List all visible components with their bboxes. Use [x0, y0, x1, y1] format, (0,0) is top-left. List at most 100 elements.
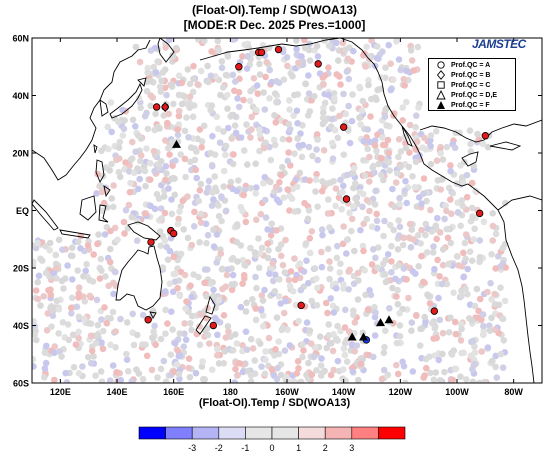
- float-dot: [237, 203, 245, 211]
- float-dot: [222, 142, 230, 150]
- float-dot: [166, 151, 173, 158]
- float-dot: [247, 378, 255, 383]
- float-dot: [406, 220, 414, 228]
- float-dot: [472, 187, 479, 195]
- float-dot: [129, 310, 136, 318]
- float-dot: [471, 302, 479, 310]
- float-dot: [68, 294, 76, 302]
- float-dot: [355, 376, 362, 383]
- float-dot: [381, 271, 389, 278]
- float-dot: [499, 364, 507, 372]
- float-dot: [349, 91, 356, 98]
- float-dot: [134, 165, 141, 172]
- float-dot: [287, 268, 295, 275]
- float-dot: [74, 267, 81, 274]
- float-dot: [450, 289, 457, 297]
- float-dot: [150, 63, 158, 71]
- float-dot: [334, 242, 341, 250]
- float-dot: [402, 177, 409, 185]
- float-dot: [312, 176, 320, 183]
- float-dot: [343, 358, 351, 366]
- float-dot: [249, 50, 256, 57]
- float-dot: [229, 271, 237, 279]
- float-dot: [84, 242, 92, 249]
- float-dot: [116, 155, 123, 162]
- float-dot: [356, 83, 363, 91]
- float-dot: [368, 95, 375, 103]
- float-dot: [432, 369, 440, 376]
- float-dot: [284, 186, 292, 193]
- float-dot: [228, 286, 236, 294]
- float-dot: [276, 276, 283, 283]
- float-dot: [147, 47, 155, 54]
- float-dot: [93, 190, 100, 197]
- float-dot: [262, 73, 269, 81]
- float-dot: [120, 125, 128, 133]
- float-dot: [163, 91, 170, 99]
- float-dot: [117, 376, 124, 383]
- float-dot: [334, 322, 341, 330]
- float-dot: [156, 228, 164, 235]
- float-dot: [204, 62, 211, 70]
- float-dot: [35, 272, 43, 280]
- float-dot: [251, 357, 259, 364]
- float-dot: [271, 271, 279, 279]
- coast-cuba: [489, 141, 522, 151]
- float-dot: [350, 203, 357, 210]
- float-dot: [183, 114, 190, 121]
- float-dot: [224, 53, 232, 60]
- float-dot: [251, 249, 259, 256]
- float-dot: [218, 194, 225, 202]
- float-dot: [327, 295, 335, 302]
- float-dot: [196, 239, 203, 246]
- float-dot: [243, 346, 251, 354]
- float-dot: [214, 352, 221, 359]
- float-dot: [313, 131, 321, 138]
- float-dot: [247, 184, 254, 192]
- float-dot: [175, 352, 183, 360]
- float-dot: [366, 178, 373, 185]
- float-dot: [32, 318, 37, 325]
- colorbar-segment: [138, 426, 166, 440]
- float-dot: [123, 319, 131, 326]
- legend-item: Prof.QC = B: [435, 70, 490, 80]
- float-dot: [261, 286, 268, 294]
- float-dot: [135, 132, 142, 139]
- float-dot: [88, 347, 96, 355]
- float-dot: [458, 263, 466, 270]
- float-dot: [162, 306, 169, 314]
- float-dot: [37, 302, 44, 309]
- lat-tick-label: 40N: [12, 91, 29, 101]
- lon-tick-label: 80W: [504, 387, 523, 397]
- float-dot: [47, 291, 55, 299]
- float-dot: [168, 210, 176, 218]
- float-dot: [348, 117, 356, 125]
- lon-tick-label: 100W: [445, 387, 469, 397]
- float-dot: [235, 89, 243, 96]
- float-dot: [394, 169, 401, 177]
- float-dot: [107, 99, 115, 106]
- float-dot: [439, 261, 447, 269]
- float-dot: [280, 194, 288, 201]
- coastlines: [32, 38, 542, 383]
- float-dot: [142, 341, 149, 349]
- float-dot: [333, 254, 341, 262]
- float-dot: [326, 224, 333, 231]
- float-dot: [381, 343, 388, 351]
- float-dot: [293, 370, 301, 377]
- float-dot: [275, 245, 282, 253]
- float-dot: [195, 197, 203, 205]
- float-dot: [41, 365, 49, 372]
- float-dot: [227, 178, 235, 186]
- float-dot: [204, 331, 212, 339]
- float-dot: [312, 188, 319, 195]
- float-dot: [34, 239, 41, 247]
- float-dot: [136, 58, 144, 66]
- float-dot: [110, 203, 117, 211]
- float-dot: [97, 368, 105, 375]
- float-dot: [397, 148, 405, 155]
- float-dot: [163, 170, 170, 177]
- float-dot: [408, 57, 416, 64]
- float-dot: [461, 239, 469, 247]
- float-dot: [489, 237, 497, 244]
